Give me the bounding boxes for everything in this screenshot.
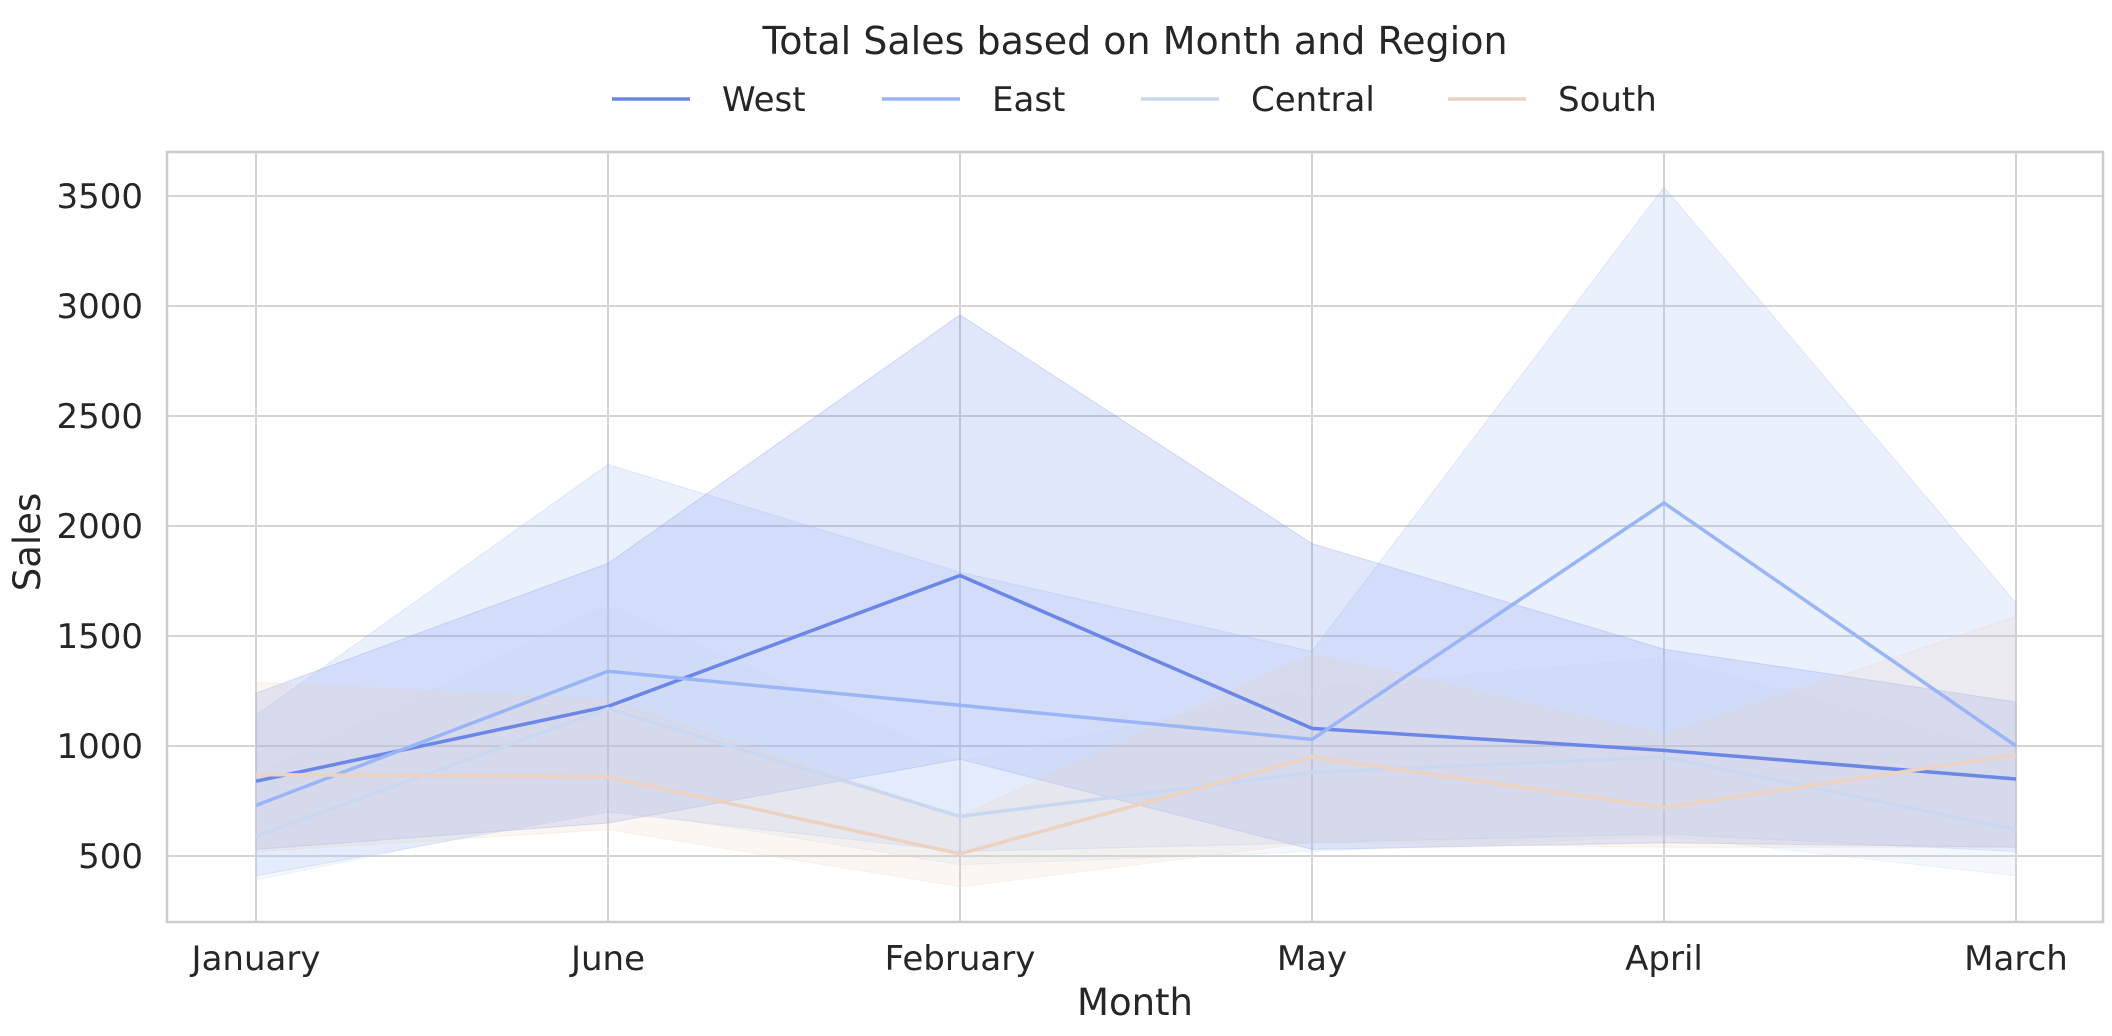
x-tick-label: January [190, 939, 321, 979]
x-axis-label: Month [1077, 981, 1193, 1024]
y-tick-label: 3500 [56, 177, 143, 217]
y-tick-label: 1500 [56, 617, 143, 657]
x-tick-label: March [1964, 939, 2068, 979]
y-tick-label: 2000 [56, 507, 143, 547]
y-axis-ticks: 500 1000 1500 2000 2500 3000 3500 [56, 177, 143, 877]
x-tick-label: February [885, 939, 1036, 979]
chart-title: Total Sales based on Month and Region [761, 19, 1507, 63]
legend-label-east: East [992, 80, 1065, 120]
x-axis-ticks: January June February May April March [190, 939, 2068, 979]
plot-area [167, 152, 2103, 922]
legend-label-central: Central [1251, 80, 1375, 120]
x-tick-label: April [1625, 939, 1703, 979]
y-tick-label: 500 [78, 837, 143, 877]
legend-label-south: South [1558, 80, 1657, 120]
confidence-bands [256, 187, 2016, 887]
x-tick-label: June [569, 939, 645, 979]
y-tick-label: 1000 [56, 727, 143, 767]
y-axis-label: Sales [6, 493, 49, 591]
y-tick-label: 2500 [56, 397, 143, 437]
legend-label-west: West [722, 80, 806, 120]
x-tick-label: May [1277, 939, 1347, 979]
y-tick-label: 3000 [56, 287, 143, 327]
legend: West East Central South [612, 80, 1657, 120]
